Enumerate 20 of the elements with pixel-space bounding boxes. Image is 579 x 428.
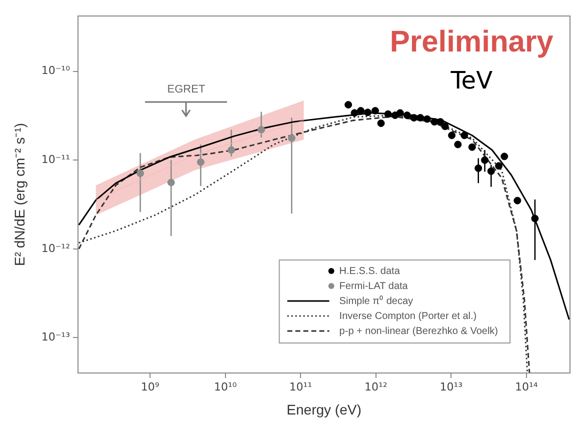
x-tick-label: 10¹¹ <box>289 380 312 394</box>
x-axis-title: Energy (eV) <box>286 401 362 418</box>
annotation: TeV <box>450 66 494 95</box>
legend-label: Simple π⁰ decay <box>339 294 414 307</box>
legend-label: Fermi-LAT data <box>339 280 408 292</box>
y-tick-label: 10⁻¹¹ <box>41 152 70 166</box>
x-tick-label: 10¹² <box>364 380 388 394</box>
legend-label: Inverse Compton (Porter et al.) <box>339 310 477 322</box>
x-tick-label: 10¹⁴ <box>514 380 538 394</box>
y-axis-title: E² dN/dE (erg cm⁻² s⁻¹) <box>11 122 28 266</box>
legend-label: H.E.S.S. data <box>339 266 400 277</box>
y-tick-label: 10⁻¹⁰ <box>41 64 71 78</box>
legend-label: p-p + non-linear (Berezhko & Voelk) <box>339 326 498 337</box>
annotation: Preliminary <box>390 25 554 58</box>
y-tick-label: 10⁻¹³ <box>41 330 70 344</box>
x-tick-label: 10¹³ <box>440 380 463 394</box>
x-tick-label: 10⁹ <box>140 380 160 394</box>
y-tick-label: 10⁻¹² <box>41 242 70 255</box>
annotation: EGRET <box>167 84 206 96</box>
x-tick-label: 10¹⁰ <box>214 380 238 394</box>
